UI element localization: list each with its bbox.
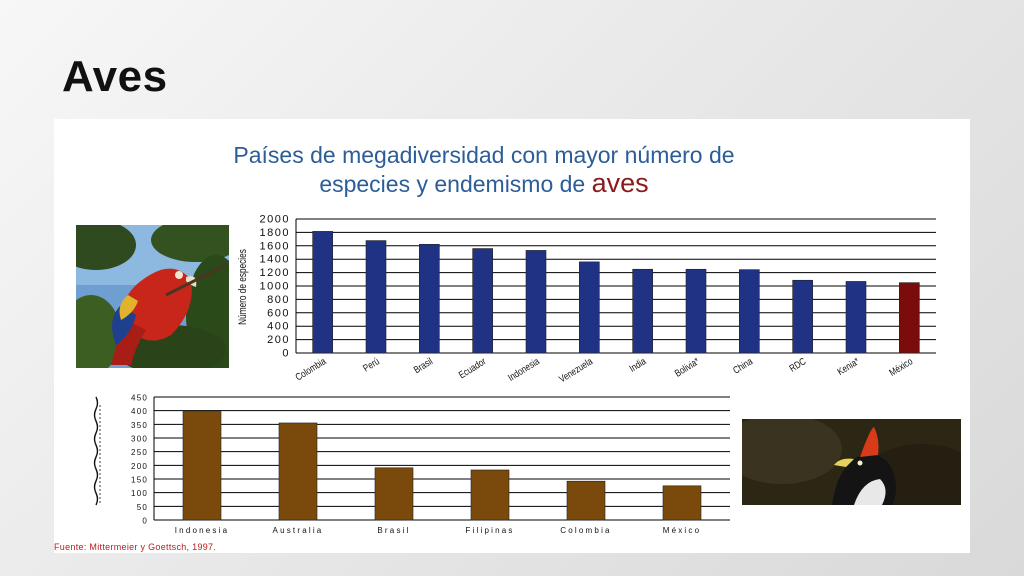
source-note: Fuente: Mittermeier y Goettsch, 1997. xyxy=(54,542,217,552)
bird-endemism-bar xyxy=(470,469,510,521)
bird-species-xtick-label: China xyxy=(731,355,755,376)
bird-species-xtick-label: Colombia xyxy=(293,355,328,383)
bird-species-ylabel: Número de especies xyxy=(237,249,249,325)
bird-endemism-bar xyxy=(566,480,606,521)
bird-endemism-ytick-label: 150 xyxy=(131,476,148,485)
bird-endemism-chart-svg: 0 50 100 150 200 250 300 350 400 450 Indonesia Aust… xyxy=(93,394,730,535)
bird-species-xtick-label: Bolivia* xyxy=(673,355,702,379)
bird-species-bar xyxy=(632,268,653,354)
bird-species-ytick-label: 1200 xyxy=(260,267,290,279)
bird-endemism-ytick-label: 250 xyxy=(131,448,148,457)
chart-heading-line2-text: especies y endemismo de xyxy=(319,171,592,197)
bird-endemism-chart: 0 50 100 150 200 250 300 350 400 450 Indonesia Aust… xyxy=(93,387,754,537)
bird-endemism-xtick-label: Australia xyxy=(273,526,324,535)
bird-species-bar xyxy=(685,268,707,354)
bird-species-ytick-label: 1800 xyxy=(260,227,290,239)
bird-species-ytick-label: 400 xyxy=(267,321,290,333)
bird-species-chart: Número de especies 0 200 400 600 800 1000 1200… xyxy=(224,207,944,397)
scarlet-macaw-photo xyxy=(76,225,229,368)
chart-heading: Países de megadiversidad con mayor númer… xyxy=(54,141,914,198)
bird-species-bar xyxy=(579,261,600,354)
bird-species-xtick-label: Brasil xyxy=(412,356,435,376)
bird-species-bar xyxy=(419,244,440,354)
bird-species-xtick-label: México xyxy=(887,356,914,379)
bird-species-ytick-label: 600 xyxy=(267,307,290,319)
bird-species-ytick-label: 800 xyxy=(267,294,290,306)
bird-endemism-ylabel-scribble xyxy=(93,396,101,506)
bird-endemism-ytick-label: 300 xyxy=(131,435,148,444)
bird-species-xtick-label: Perú xyxy=(361,356,381,374)
horned-guan-photo xyxy=(742,419,961,505)
bird-species-xtick-label: Kenia* xyxy=(835,355,861,377)
bird-species-ytick-label: 2000 xyxy=(260,214,290,226)
bird-endemism-xtick-label: Filipinas xyxy=(465,526,514,535)
bird-species-xtick-label: RDC xyxy=(787,355,808,374)
bird-endemism-bar xyxy=(662,485,702,521)
chart-heading-line2: especies y endemismo de aves xyxy=(54,169,914,198)
bird-species-xtick-label: Venezuela xyxy=(557,355,595,385)
bird-endemism-ytick-label: 400 xyxy=(131,407,148,416)
bird-species-xtick-label: India xyxy=(627,355,648,374)
slide-title: Aves xyxy=(62,52,168,101)
bird-endemism-xtick-label: Colombia xyxy=(560,526,611,535)
bird-species-bar xyxy=(312,231,333,354)
bird-species-bar xyxy=(365,240,387,354)
bird-endemism-xtick-label: Indonesia xyxy=(175,526,230,535)
bird-endemism-ytick-label: 0 xyxy=(142,517,148,526)
chart-heading-highlight: aves xyxy=(591,168,649,198)
bird-endemism-bar xyxy=(278,422,318,521)
bird-species-bar xyxy=(472,248,493,354)
bird-species-xtick-label: Indonesia xyxy=(506,355,542,383)
bird-species-bar xyxy=(899,282,920,354)
bird-endemism-xtick-label: Brasil xyxy=(377,526,410,535)
bird-species-ytick-label: 0 xyxy=(282,348,290,360)
bird-endemism-xtick-label: México xyxy=(663,526,702,535)
bird-endemism-ytick-label: 200 xyxy=(131,462,148,471)
bird-endemism-ytick-label: 100 xyxy=(131,489,148,498)
content-panel: Países de megadiversidad con mayor númer… xyxy=(54,119,970,553)
bird-species-bar xyxy=(845,281,867,354)
bird-endemism-ytick-label: 450 xyxy=(131,394,148,403)
bird-species-bar xyxy=(739,269,760,354)
bird-species-ytick-label: 1600 xyxy=(260,240,290,252)
bird-species-ytick-label: 1400 xyxy=(260,254,290,266)
bird-species-bar xyxy=(792,279,813,354)
bird-species-xtick-label: Ecuador xyxy=(457,356,488,381)
bird-endemism-ytick-label: 350 xyxy=(131,421,148,430)
bird-species-ytick-label: 1000 xyxy=(260,281,290,293)
bird-endemism-bar xyxy=(182,411,222,521)
bird-endemism-bar xyxy=(374,467,414,521)
chart-heading-line1: Países de megadiversidad con mayor númer… xyxy=(233,142,735,168)
bird-endemism-ytick-label: 50 xyxy=(137,503,148,512)
bird-species-bar xyxy=(525,250,547,354)
bird-species-ytick-label: 200 xyxy=(267,334,290,346)
